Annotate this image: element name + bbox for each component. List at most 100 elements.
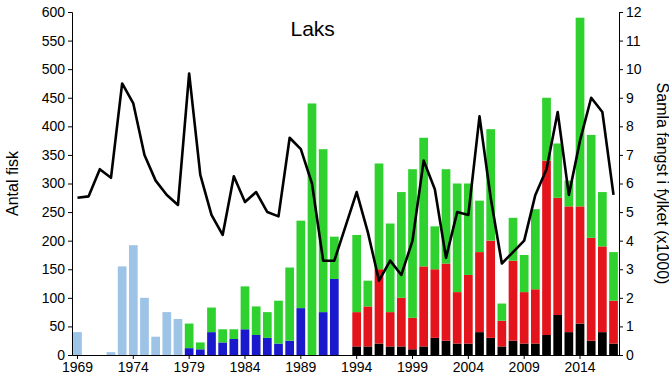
bar <box>587 238 596 341</box>
tick: 5 <box>619 204 634 220</box>
plot: 1969197419791984198919941999200420092014… <box>42 4 642 375</box>
bar <box>475 201 484 252</box>
bar <box>218 329 227 342</box>
bar <box>296 308 305 355</box>
bar <box>453 292 462 343</box>
bar <box>252 335 261 355</box>
bar <box>464 275 473 344</box>
bar <box>229 339 238 355</box>
bar <box>263 338 272 355</box>
tick: 2014 <box>564 355 595 375</box>
bar <box>542 161 551 335</box>
tick-label: 50 <box>49 318 65 334</box>
tick: 1984 <box>229 355 260 375</box>
tick: 4 <box>619 233 634 249</box>
bar <box>442 264 451 341</box>
tick: 7 <box>619 147 634 163</box>
tick-label: 4 <box>626 233 634 249</box>
bar <box>553 315 562 355</box>
bar <box>308 103 317 355</box>
bar <box>363 281 372 307</box>
tick-label: 1 <box>626 318 634 334</box>
bar <box>475 332 484 355</box>
tick-mark <box>619 126 623 127</box>
bar <box>509 261 518 341</box>
tick: 2 <box>619 290 634 306</box>
bar <box>520 255 529 292</box>
bar <box>520 344 529 355</box>
bar <box>363 306 372 346</box>
bar <box>408 349 417 355</box>
tick-label: 1974 <box>118 359 149 375</box>
bar <box>520 292 529 343</box>
tick-label: 1979 <box>174 359 205 375</box>
bar <box>386 312 395 346</box>
bar <box>497 321 506 347</box>
bar <box>241 286 250 329</box>
bar <box>419 266 428 346</box>
bar <box>129 245 138 355</box>
bar <box>375 344 384 355</box>
tick-label: 6 <box>626 175 634 191</box>
bar <box>565 206 574 332</box>
bar <box>486 338 495 355</box>
bar <box>107 352 116 355</box>
bar <box>319 312 328 355</box>
tick: 400 <box>42 118 72 134</box>
bar <box>609 344 618 355</box>
tick-mark <box>68 326 72 327</box>
tick-label: 2004 <box>453 359 484 375</box>
bar <box>598 246 607 332</box>
y-axis-title: Antal fisk <box>4 150 21 216</box>
bar <box>587 135 596 238</box>
bar <box>386 346 395 355</box>
bar <box>352 312 361 346</box>
marks <box>73 18 618 355</box>
tick-label: 1994 <box>341 359 372 375</box>
bar <box>475 252 484 332</box>
bar <box>263 312 272 338</box>
tick-label: 450 <box>42 90 66 106</box>
chart: 1969197419791984198919941999200420092014… <box>0 0 669 385</box>
tick-label: 0 <box>626 347 634 363</box>
bar <box>553 143 562 197</box>
tick-mark <box>68 98 72 99</box>
tick-label: 9 <box>626 90 634 106</box>
tick-mark <box>68 355 72 356</box>
tick-mark <box>619 269 623 270</box>
tick: 2004 <box>453 355 484 375</box>
bar <box>363 346 372 355</box>
tick-label: 600 <box>42 4 66 20</box>
tick-label: 1969 <box>62 359 93 375</box>
tick-label: 200 <box>42 233 66 249</box>
bar <box>430 269 439 338</box>
tick-label: 11 <box>626 33 641 49</box>
tick-label: 400 <box>42 118 66 134</box>
bar <box>442 341 451 355</box>
bar <box>576 206 585 323</box>
bar <box>397 346 406 355</box>
tick: 8 <box>619 118 634 134</box>
bar <box>207 308 216 333</box>
tick: 500 <box>42 61 72 77</box>
tick-label: 1999 <box>397 359 428 375</box>
bar <box>375 163 384 269</box>
bar <box>274 344 283 355</box>
bar <box>576 324 585 355</box>
tick-mark <box>68 126 72 127</box>
bar <box>285 341 294 355</box>
tick-mark <box>68 212 72 213</box>
tick-label: 0 <box>57 347 65 363</box>
tick-label: 1984 <box>229 359 260 375</box>
tick: 1999 <box>397 355 428 375</box>
tick: 6 <box>619 175 634 191</box>
bar <box>296 221 305 308</box>
tick-label: 300 <box>42 175 66 191</box>
tick-label: 100 <box>42 290 66 306</box>
bar <box>553 198 562 315</box>
bar <box>419 138 428 267</box>
bar <box>598 332 607 355</box>
bar <box>430 338 439 355</box>
axis-line <box>620 13 624 356</box>
bar <box>531 344 540 355</box>
